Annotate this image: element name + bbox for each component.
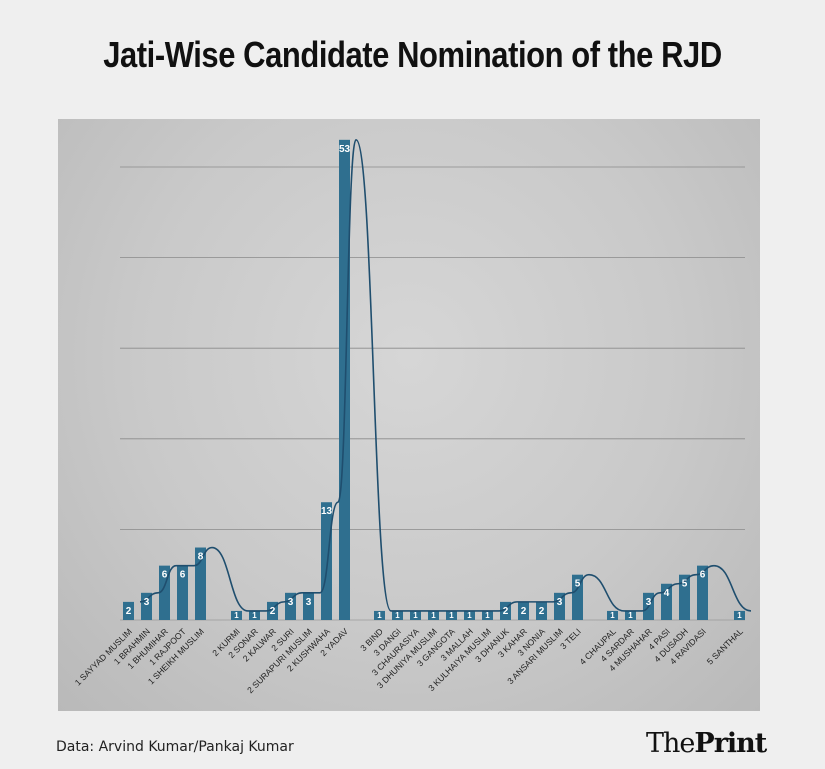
bar xyxy=(446,610,457,620)
data-label: 2 xyxy=(126,606,132,617)
data-label: 2 xyxy=(270,606,276,617)
bar xyxy=(410,610,421,620)
tick-label: 3 TELI xyxy=(558,626,583,651)
bar xyxy=(500,601,511,620)
data-label: 3 xyxy=(288,597,294,608)
data-label: 1 xyxy=(431,611,436,620)
bar xyxy=(339,139,350,620)
bars xyxy=(123,139,745,620)
bar xyxy=(159,565,170,620)
bar xyxy=(249,610,260,620)
bar xyxy=(518,601,529,620)
trend-line xyxy=(139,139,752,612)
bar xyxy=(231,610,242,620)
bar xyxy=(267,601,278,620)
data-label: 1 xyxy=(610,611,615,620)
data-label: 1 xyxy=(467,611,472,620)
bar xyxy=(607,610,618,620)
data-label: 5 xyxy=(682,579,688,590)
bar xyxy=(392,610,403,620)
data-label: 2 xyxy=(521,606,527,617)
bar xyxy=(141,592,152,620)
bar xyxy=(285,592,296,620)
bar xyxy=(697,565,708,620)
data-label: 2 xyxy=(503,606,509,617)
data-label: 1 xyxy=(485,611,490,620)
bar xyxy=(482,610,493,620)
data-label: 3 xyxy=(306,597,312,608)
data-label: 6 xyxy=(700,570,706,581)
data-label: 1 xyxy=(252,611,257,620)
bar xyxy=(661,583,672,620)
data-label: 3 xyxy=(557,597,563,608)
data-label: 1 xyxy=(395,611,400,620)
bar xyxy=(572,574,583,620)
theprint-logo: ThePrint xyxy=(646,728,767,759)
data-label: 6 xyxy=(180,570,186,581)
bar xyxy=(374,610,385,620)
gridlines xyxy=(120,166,745,621)
data-label: 5 xyxy=(575,579,581,590)
data-label: 53 xyxy=(339,144,351,155)
bar xyxy=(123,601,134,620)
bar xyxy=(177,565,188,620)
data-label: 6 xyxy=(162,570,168,581)
data-label: 1 xyxy=(737,611,742,620)
trend-line-path xyxy=(139,139,752,612)
source-note: Data: Arvind Kumar/Pankaj Kumar xyxy=(56,739,294,755)
data-label: 1 xyxy=(234,611,239,620)
data-label: 3 xyxy=(646,597,652,608)
bar xyxy=(195,547,206,620)
data-label: 1 xyxy=(377,611,382,620)
data-label: 2 xyxy=(539,606,545,617)
bar xyxy=(321,502,332,620)
chart-title: Jati-Wise Candidate Nomination of the RJ… xyxy=(103,34,722,75)
bar xyxy=(554,592,565,620)
data-label: 4 xyxy=(664,588,670,599)
logo-print: Print xyxy=(694,728,767,759)
bar xyxy=(303,592,314,620)
data-label: 13 xyxy=(321,506,333,517)
data-label: 1 xyxy=(413,611,418,620)
data-label: 1 xyxy=(628,611,633,620)
bar xyxy=(625,610,636,620)
data-label: 3 xyxy=(144,597,150,608)
data-label: 8 xyxy=(198,552,204,563)
tick-label: 5 SANTHAL xyxy=(705,626,745,666)
logo-the: The xyxy=(646,728,695,759)
bar xyxy=(536,601,547,620)
data-label: 1 xyxy=(449,611,454,620)
bar xyxy=(464,610,475,620)
bar xyxy=(679,574,690,620)
bar xyxy=(428,610,439,620)
bar xyxy=(734,610,745,620)
